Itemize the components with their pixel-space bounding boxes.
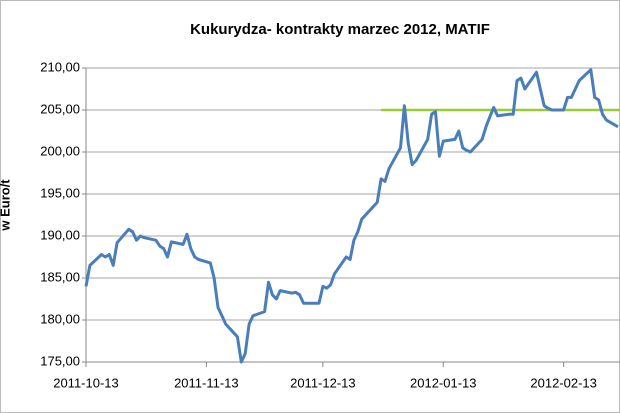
- x-tick-label: 2011-12-13: [290, 375, 356, 390]
- y-tick-label: 205,00: [40, 101, 80, 116]
- y-tick-label: 185,00: [40, 269, 80, 284]
- x-tick-label: 2012-01-13: [410, 375, 477, 390]
- x-tick-label: 2012-02-13: [530, 375, 597, 390]
- x-tick-label: 2011-11-13: [174, 375, 239, 390]
- y-tick-label: 190,00: [40, 227, 80, 242]
- y-tick-label: 180,00: [40, 311, 80, 326]
- x-tick-label: 2011-10-13: [53, 375, 119, 390]
- y-axis-label: w Euro/t: [0, 179, 12, 232]
- chart-title: Kukurydza- kontrakty marzec 2012, MATIF: [190, 21, 490, 38]
- data-line: [84, 68, 619, 364]
- y-tick-label: 195,00: [40, 185, 80, 200]
- y-tick-label: 175,00: [40, 353, 80, 368]
- y-tick-label: 200,00: [40, 143, 80, 158]
- y-tick-label: 210,00: [40, 59, 80, 74]
